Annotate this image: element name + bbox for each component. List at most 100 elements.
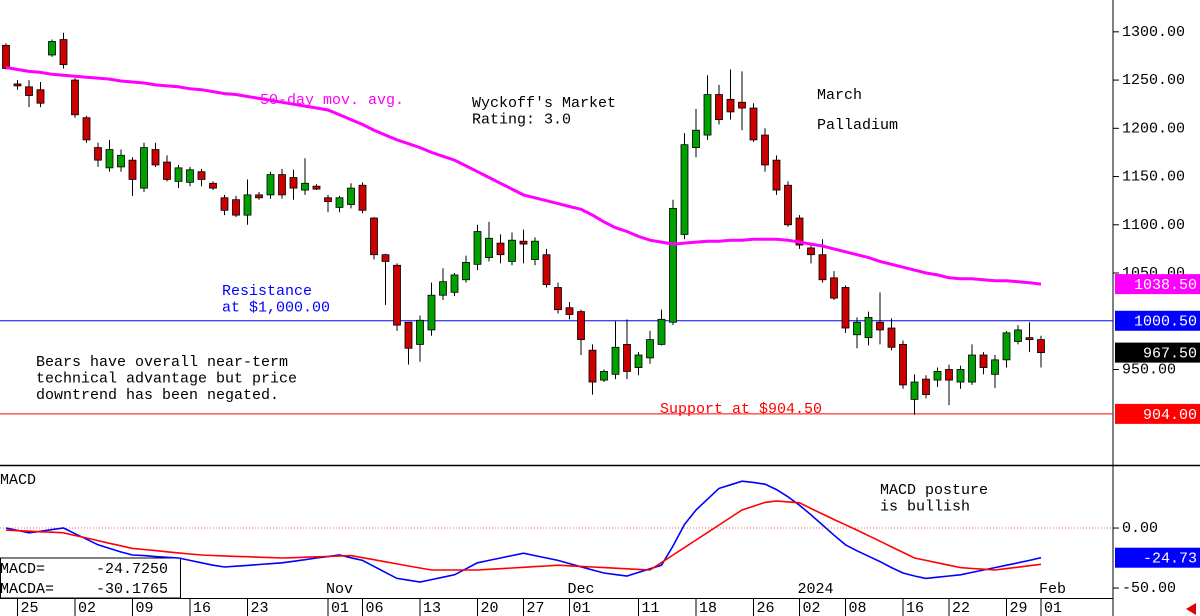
candle-body [25,86,33,96]
candle-body [749,107,758,141]
x-tick-label: 29 [1010,600,1028,616]
candle-body [761,134,769,166]
candle-body [71,79,79,116]
candle-body [715,94,723,121]
candle-body [1002,332,1011,361]
candle-body [956,369,965,383]
x-tick-label: 22 [952,600,970,616]
candle-body [899,344,907,386]
readout-value: -30.1765 [96,581,168,598]
candle-body [968,354,976,383]
candle-body [2,44,10,69]
candle-body [370,217,378,256]
candle-body [692,129,700,149]
candle-body [864,316,873,339]
candle-body [634,354,643,368]
candle-body [772,159,781,191]
series-line [5,66,1042,286]
candle-body [232,199,240,216]
candle-body [94,147,102,161]
month-label: 2024 [798,581,834,598]
candle-body [979,354,988,368]
candle-body [381,254,390,262]
candle-body [266,174,275,196]
x-tick-label: 02 [78,600,96,616]
candle-body [807,247,815,256]
panel-title: MACD [0,472,36,489]
readout-value: -24.7250 [96,561,168,578]
candle-body [59,39,68,66]
annotation: Wyckoff's Market [472,95,616,112]
x-tick-label: 01 [1044,600,1062,616]
candle-body [48,41,56,56]
candle-body [703,94,712,136]
candle-body [519,240,528,245]
candle-body [197,171,206,180]
annotation: MACD posture [880,482,988,499]
candle-body [554,287,562,311]
candle-body [393,264,401,326]
candle-body [439,281,447,296]
readout-box [0,557,181,599]
x-tick-label: 26 [757,600,775,616]
x-tick-label: 09 [136,600,154,616]
candle-body [186,169,194,183]
y-tick-label: 1100.00 [1122,217,1185,234]
candle-body [887,327,896,348]
x-tick-label: 16 [906,600,924,616]
candle-body [818,254,827,281]
annotation: technical advantage but price [36,370,297,387]
candle-body [151,149,160,166]
candle-body [255,194,263,199]
nav-arrow[interactable] [1186,603,1196,615]
candle-body [462,262,470,281]
candle-body [577,311,585,340]
candle-body [358,184,367,211]
candle-body [945,369,953,381]
candle-body [13,83,22,87]
series-line [5,480,1042,583]
candle-body [669,207,677,323]
candle-body [853,321,861,336]
candle-body [312,185,321,190]
x-tick-label: 13 [423,600,441,616]
annotation: Rating: 3.0 [472,111,571,128]
annotation: Resistance [222,283,312,300]
candle-body [876,321,884,331]
candle-body [128,159,137,180]
annotation: 50-day mov. avg. [260,92,404,109]
value-badge [1115,310,1200,331]
candle-body [117,154,125,168]
annotation: Support at $904.50 [660,401,822,418]
candle-body [243,194,252,216]
candle-body [404,321,413,349]
candle-body [1014,329,1022,342]
x-tick-label: 23 [251,600,269,616]
candle-body [1037,339,1045,354]
candle-body [485,237,493,258]
candle-body [933,371,942,381]
y-tick-label: -50.00 [1122,580,1176,597]
annotation: at $1,000.00 [222,299,330,316]
value-badge-label: 1000.50 [1134,314,1197,331]
y-tick-label: 0.00 [1122,520,1158,537]
candle-body [657,318,666,345]
candle-body [565,307,574,315]
readout-label: MACDA= [0,581,54,598]
y-tick-label: 1150.00 [1122,169,1185,186]
annotation: Bears have overall near-term [36,354,288,371]
candle-body [623,344,631,372]
candle-body [347,187,355,205]
value-badge [1115,403,1200,424]
candle-body [289,177,298,189]
candle-body [680,144,689,235]
candle-body [611,346,620,375]
candle-body [588,349,597,383]
value-badge-label: 1038.50 [1134,277,1197,294]
candle-body [795,217,804,246]
candle-body [600,371,608,381]
candle-body [220,197,229,211]
value-badge-label: -24.73 [1143,551,1197,568]
candle-body [36,89,45,104]
candle-body [508,239,516,262]
